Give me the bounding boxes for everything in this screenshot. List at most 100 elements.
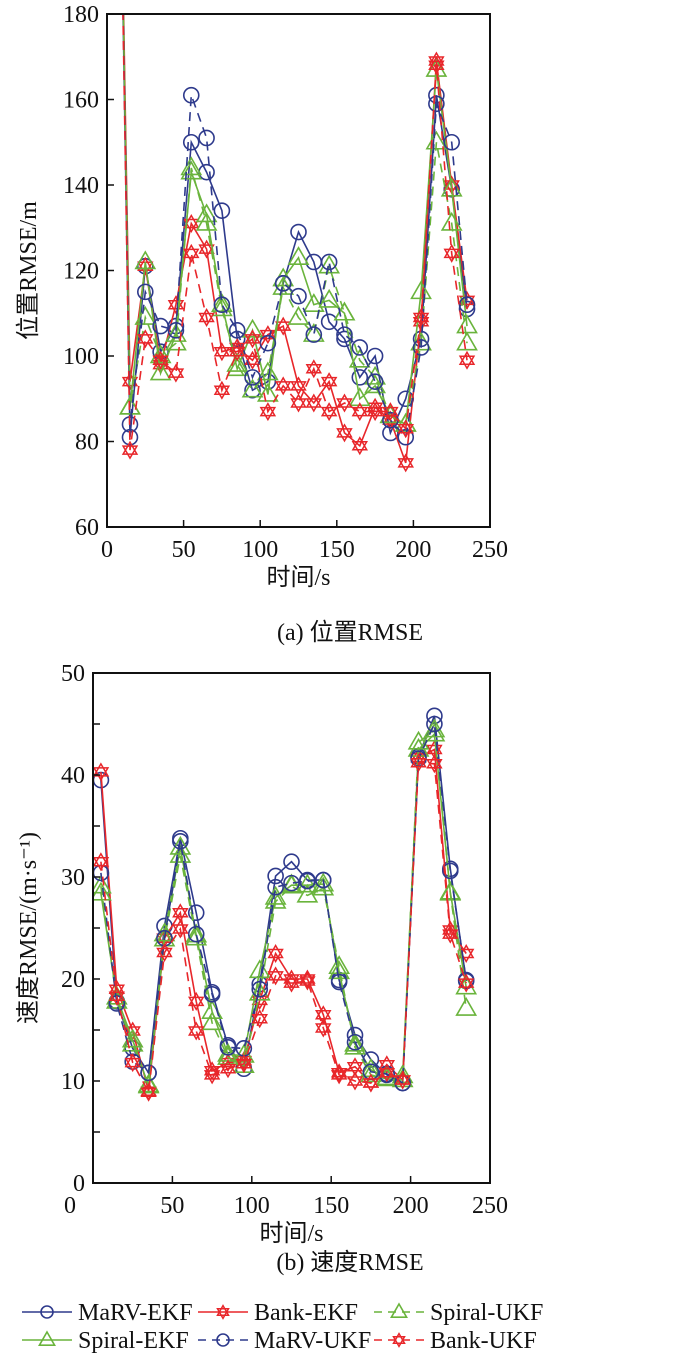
data-point-marv-ekf (187, 904, 205, 922)
data-point-marv-ukf (366, 373, 384, 390)
x-tick-label: 250 (472, 537, 508, 563)
y-tick-label: 40 (61, 763, 85, 789)
data-point-spiral-ukf (296, 883, 319, 903)
data-point-spiral-ekf (410, 280, 432, 300)
x-axis-title: 时间/s (259, 1220, 323, 1247)
legend-item-bank-ekf: Bank-EKF (198, 1300, 358, 1326)
legend-label: Spiral-EKF (78, 1328, 189, 1354)
data-point-marv-ekf (336, 330, 353, 348)
data-point-marv-ukf (152, 317, 169, 335)
data-point-spiral-ukf (264, 889, 287, 909)
data-point-bank-ukf (137, 329, 154, 349)
y-tick-label: 140 (63, 173, 99, 199)
data-point-marv-ukf (336, 326, 353, 343)
y-tick-label: 180 (63, 2, 99, 28)
x-tick-label: 200 (395, 537, 431, 563)
data-point-bank-ekf (244, 350, 261, 370)
data-point-bank-ekf (305, 393, 322, 413)
data-point-bank-ukf (172, 919, 189, 939)
data-point-spiral-ukf (241, 378, 264, 398)
data-point-marv-ekf (351, 369, 369, 386)
data-point-marv-ukf (351, 339, 369, 356)
data-point-spiral-ekf (280, 873, 303, 893)
y-tick-label: 80 (75, 430, 99, 456)
legend-item-spiral-ekf: Spiral-EKF (22, 1328, 189, 1354)
data-point-spiral-ekf (328, 960, 351, 980)
x-tick-label: 200 (393, 1193, 429, 1219)
data-point-spiral-ukf (360, 1063, 382, 1083)
data-point-marv-ekf (121, 428, 139, 446)
series-group (93, 707, 478, 1102)
data-point-spiral-ekf (119, 395, 141, 415)
data-point-marv-ekf (362, 1051, 380, 1068)
data-point-bank-ukf (366, 402, 384, 422)
data-point-bank-ukf (443, 243, 460, 263)
axes-frame (106, 13, 491, 528)
data-point-bank-ukf (314, 1018, 332, 1038)
y-tick-label: 20 (61, 967, 85, 993)
legend-item-bank-ukf: Bank-UKF (374, 1328, 537, 1354)
data-point-marv-ukf (182, 86, 200, 104)
data-point-marv-ukf (203, 985, 221, 1003)
data-point-spiral-ukf (201, 1011, 223, 1031)
data-point-marv-ukf (244, 369, 261, 386)
data-point-spiral-ekf (439, 880, 462, 900)
data-point-bank-ukf (283, 973, 300, 993)
data-point-marv-ukf (213, 296, 231, 314)
data-point-bank-ekf (198, 239, 215, 259)
data-point-spiral-ekf (264, 885, 287, 905)
data-point-marv-ukf (330, 973, 348, 991)
data-point-spiral-ukf (134, 305, 157, 325)
data-point-spiral-ekf (287, 246, 310, 265)
data-point-bank-ukf (442, 924, 459, 944)
caption-b: (b) 速度RMSE (276, 1249, 423, 1276)
data-point-marv-ukf (299, 872, 316, 890)
data-point-bank-ukf (394, 1070, 411, 1090)
x-tick-label: 250 (472, 1193, 508, 1219)
y-tick-label: 160 (63, 88, 99, 114)
data-point-spiral-ekf (344, 1032, 366, 1052)
data-point-marv-ukf (274, 275, 292, 292)
data-point-bank-ukf (378, 1063, 395, 1083)
data-point-marv-ukf (412, 339, 430, 356)
data-point-spiral-ukf (248, 981, 271, 1001)
data-point-bank-ukf (244, 329, 261, 349)
legend-item-marv-ekf: MaRV-EKF (22, 1300, 193, 1326)
series-line-bank-ukf (100, 761, 467, 1095)
data-point-bank-ukf (235, 1054, 253, 1074)
data-point-marv-ukf (137, 283, 154, 301)
x-tick-label: 150 (319, 537, 355, 563)
data-point-spiral-ukf (318, 254, 341, 274)
position-rmse-chart: 0 50 100 150 200 250 60 80 100 120 140 160 180 时间/s 位置… (15, 2, 508, 591)
data-point-bank-ukf (458, 973, 475, 993)
y-tick-label: 120 (63, 259, 99, 285)
y-tick-label: 100 (63, 344, 99, 370)
data-point-spiral-ekf (211, 293, 233, 312)
data-point-bank-ukf (267, 966, 284, 986)
data-point-spiral-ekf (256, 382, 279, 402)
legend-label: MaRV-UKF (254, 1328, 371, 1354)
data-point-spiral-ekf (312, 872, 335, 892)
data-point-bank-ukf (140, 1082, 157, 1102)
data-point-bank-ekf (275, 316, 292, 336)
data-point-spiral-ekf (169, 835, 192, 855)
legend-item-spiral-ukf: Spiral-UKF (374, 1300, 543, 1326)
data-point-marv-ukf (228, 322, 246, 339)
series-line-marv-ukf (122, 14, 468, 439)
data-point-spiral-ukf (344, 1035, 366, 1055)
data-point-marv-ukf (428, 95, 445, 113)
data-point-spiral-ekf (226, 357, 249, 377)
data-point-bank-ukf (426, 754, 443, 774)
legend-marker-circle-icon (216, 1333, 230, 1347)
legend-label: Bank-EKF (254, 1300, 358, 1326)
data-point-spiral-ekf (121, 1028, 144, 1048)
data-point-spiral-ukf (211, 297, 233, 317)
x-tick-label: 100 (234, 1193, 270, 1219)
y-axis-title: 速度RMSE/(m·s⁻¹) (15, 832, 42, 1024)
data-point-spiral-ekf (195, 203, 218, 223)
data-point-bank-ekf (397, 453, 415, 473)
data-point-bank-ukf (290, 393, 307, 413)
data-point-bank-ekf (93, 762, 110, 782)
data-point-bank-ukf (156, 943, 173, 962)
